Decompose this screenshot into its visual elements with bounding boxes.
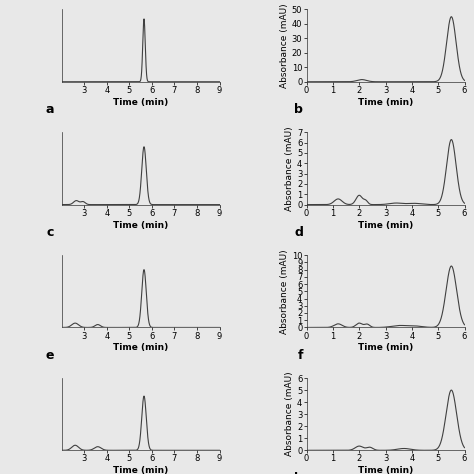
X-axis label: Time (min): Time (min) (358, 220, 413, 229)
X-axis label: Time (min): Time (min) (358, 343, 413, 352)
Text: e: e (45, 349, 54, 362)
Y-axis label: Absorbance (mAU): Absorbance (mAU) (280, 3, 289, 88)
Y-axis label: Absorbance (mAU): Absorbance (mAU) (280, 249, 289, 334)
Text: g: g (45, 472, 54, 474)
Y-axis label: Absorbance (mAU): Absorbance (mAU) (285, 372, 294, 456)
Text: h: h (294, 472, 303, 474)
X-axis label: Time (min): Time (min) (113, 98, 168, 107)
Text: a: a (45, 103, 54, 117)
X-axis label: Time (min): Time (min) (358, 98, 413, 107)
X-axis label: Time (min): Time (min) (358, 466, 413, 474)
Text: f: f (298, 349, 303, 362)
X-axis label: Time (min): Time (min) (113, 343, 168, 352)
Text: b: b (294, 103, 303, 117)
X-axis label: Time (min): Time (min) (113, 220, 168, 229)
X-axis label: Time (min): Time (min) (113, 466, 168, 474)
Text: d: d (294, 226, 303, 239)
Y-axis label: Absorbance (mAU): Absorbance (mAU) (285, 126, 294, 211)
Text: c: c (46, 226, 54, 239)
